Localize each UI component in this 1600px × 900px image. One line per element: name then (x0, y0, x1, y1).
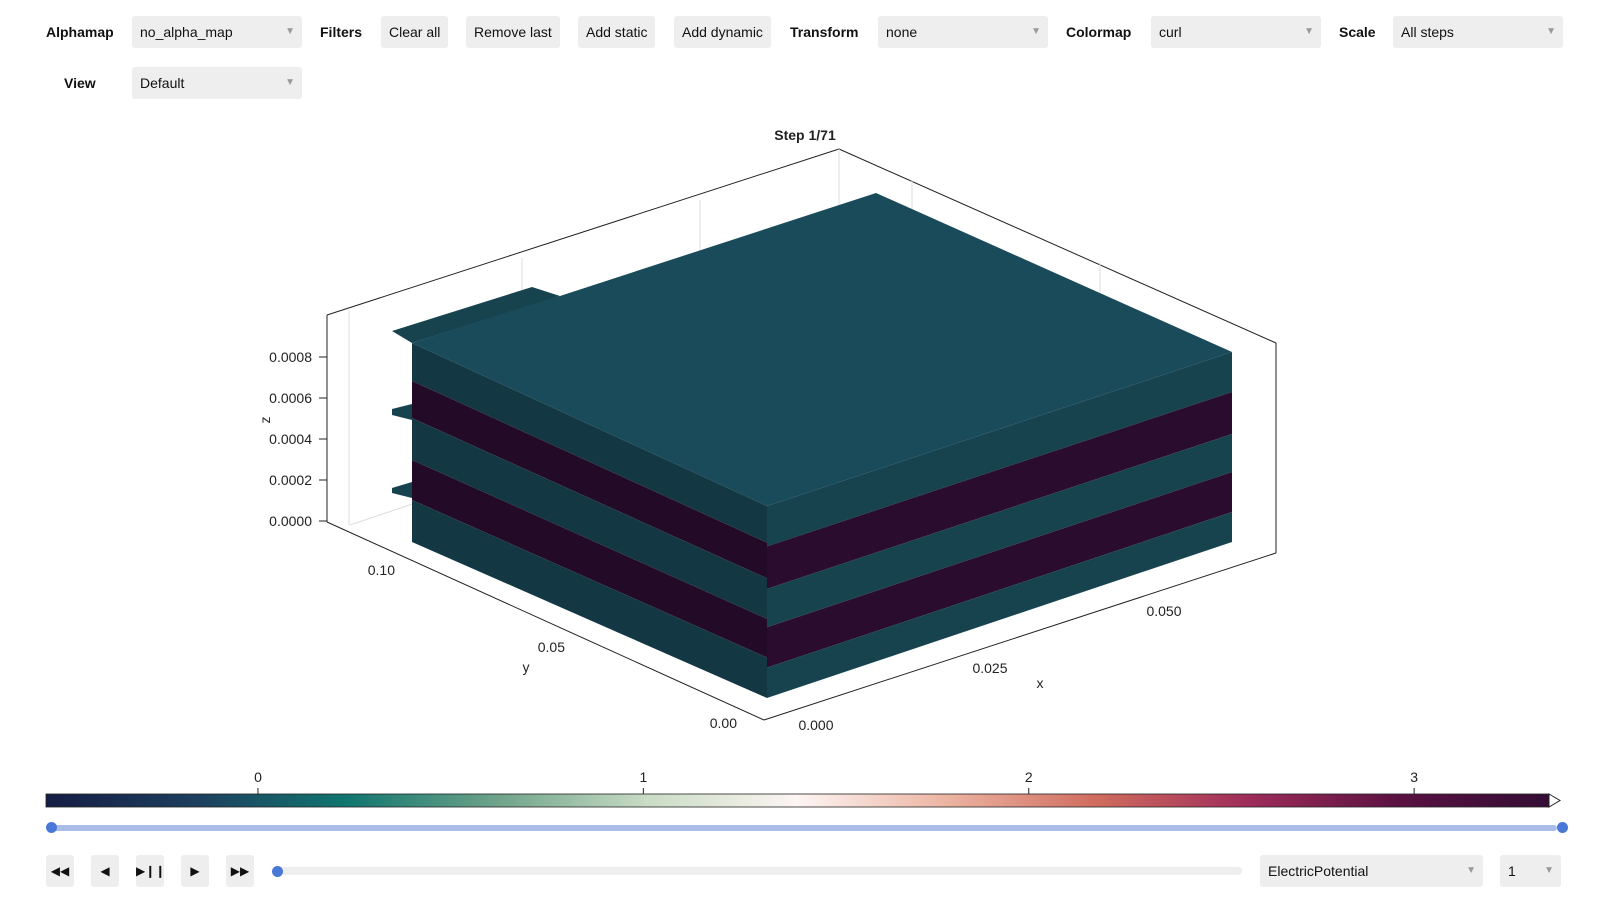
fast-forward-button[interactable]: ▶▶ (226, 855, 254, 887)
alphamap-label: Alphamap (46, 24, 114, 40)
colorbar-overflow-arrow (1548, 793, 1561, 808)
play-icon: ▶ (190, 864, 200, 878)
tab-flange-top (392, 287, 560, 343)
chevron-down-icon: ▼ (1304, 26, 1314, 37)
axis-ticks: 0.00000.00020.00040.00060.0008z0.000.050… (257, 349, 1182, 733)
axis-line (326, 148, 840, 316)
colormap-value: curl (1159, 24, 1182, 40)
tab-flange-bottom (392, 482, 412, 498)
plot-title: Step 1/71 (774, 127, 836, 143)
chevron-down-icon: ▼ (1466, 865, 1476, 876)
z-tick-label: 0.0008 (269, 349, 312, 365)
y-tick-label: 0.10 (368, 562, 395, 578)
axis-line (763, 552, 1277, 721)
z-tick-label: 0.0000 (269, 513, 312, 529)
transform-label: Transform (790, 24, 859, 40)
colormap-select[interactable]: curl ▼ (1151, 16, 1321, 48)
view-value: Default (140, 75, 185, 91)
colorbar-tick-label: 3 (1410, 769, 1418, 785)
add-static-button[interactable]: Add static (578, 16, 656, 48)
step-slider-handle[interactable] (272, 866, 283, 877)
clear-all-button[interactable]: Clear all (381, 16, 449, 48)
colorbar-tick-label: 2 (1025, 769, 1033, 785)
range-slider-start-handle[interactable] (46, 822, 57, 833)
colorbar-gradient (45, 793, 1550, 808)
slab-front-layer (412, 500, 767, 698)
colorbar-tick-label: 1 (639, 769, 647, 785)
slab-top-face (412, 193, 1232, 506)
view-select[interactable]: Default ▼ (132, 67, 302, 99)
view-label: View (64, 75, 96, 91)
transform-value: none (886, 24, 918, 40)
step-back-icon: ◀ (100, 864, 110, 878)
z-tick-label: 0.0004 (269, 431, 312, 447)
colormap-label: Colormap (1066, 24, 1132, 40)
slab-side-layer (767, 512, 1232, 698)
tab-flange-middle (392, 404, 412, 420)
axis-line (326, 521, 765, 721)
component-select[interactable]: 1 ▼ (1500, 855, 1561, 887)
scale-value: All steps (1401, 24, 1454, 40)
filters-label: Filters (320, 24, 363, 40)
x-tick-label: 0.050 (1146, 603, 1181, 619)
slab-front-layer (412, 343, 767, 543)
field-select[interactable]: ElectricPotential ▼ (1260, 855, 1483, 887)
slab-side-layer (767, 472, 1232, 668)
scale-select[interactable]: All steps ▼ (1393, 16, 1563, 48)
slab-stack (392, 193, 1232, 698)
z-axis-label: z (257, 417, 273, 424)
x-axis-label: x (1037, 675, 1044, 691)
component-value: 1 (1508, 863, 1516, 879)
remove-last-button[interactable]: Remove last (466, 16, 560, 48)
x-tick-label: 0.000 (798, 717, 833, 733)
slab-front-layer (412, 418, 767, 619)
slab-side-layer (767, 392, 1232, 589)
chevron-down-icon: ▼ (1544, 865, 1554, 876)
play-button[interactable]: ▶ (181, 855, 209, 887)
chevron-down-icon: ▼ (285, 26, 295, 37)
range-slider-end-handle[interactable] (1557, 822, 1568, 833)
range-slider-track[interactable] (51, 825, 1557, 831)
alphamap-select[interactable]: no_alpha_map ▼ (132, 16, 302, 48)
rewind-icon: ◀◀ (50, 864, 70, 878)
colorbar: 0 1 2 3 (45, 769, 1561, 808)
slab-front-layer (412, 381, 767, 579)
z-tick-label: 0.0006 (269, 390, 312, 406)
slab-side-layer (767, 352, 1232, 547)
step-slider-track[interactable] (274, 867, 1242, 875)
y-axis-label: y (523, 659, 530, 675)
x-tick-label: 0.025 (972, 660, 1007, 676)
transform-select[interactable]: none ▼ (878, 16, 1048, 48)
play-pause-button[interactable]: ▶❙❙ (136, 855, 166, 887)
scale-label: Scale (1339, 24, 1376, 40)
chevron-down-icon: ▼ (1031, 26, 1041, 37)
fast-forward-icon: ▶▶ (230, 864, 250, 878)
z-tick-label: 0.0002 (269, 472, 312, 488)
rewind-button[interactable]: ◀◀ (46, 855, 74, 887)
field-value: ElectricPotential (1268, 863, 1369, 879)
plot-3d[interactable]: 0.00000.00020.00040.00060.0008z0.000.050… (0, 110, 1600, 750)
y-tick-label: 0.05 (538, 639, 565, 655)
add-dynamic-button[interactable]: Add dynamic (674, 16, 771, 48)
slab-front-layer (412, 460, 767, 658)
chevron-down-icon: ▼ (285, 77, 295, 88)
alphamap-value: no_alpha_map (140, 24, 233, 40)
y-tick-label: 0.00 (710, 715, 737, 731)
play-pause-icon: ▶❙❙ (136, 864, 166, 878)
chevron-down-icon: ▼ (1546, 26, 1556, 37)
colorbar-tick-label: 0 (254, 769, 262, 785)
slab-side-layer (767, 434, 1232, 628)
step-back-button[interactable]: ◀ (91, 855, 119, 887)
